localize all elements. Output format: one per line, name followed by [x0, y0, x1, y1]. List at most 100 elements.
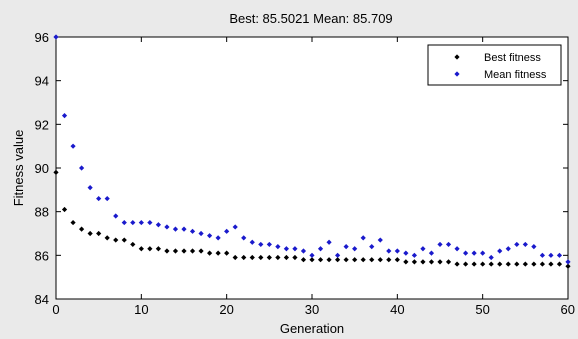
data-point [249, 254, 255, 261]
data-point [172, 226, 179, 232]
data-point [181, 226, 187, 232]
data-point [471, 250, 477, 256]
data-point [326, 257, 332, 263]
data-point [266, 241, 272, 248]
legend-marker-mean [454, 71, 460, 77]
chart-title: Best: 85.5021 Mean: 85.709 [229, 11, 392, 26]
data-point [420, 259, 426, 265]
data-point [505, 246, 511, 252]
data-point [207, 250, 213, 256]
y-tick-label: 94 [35, 74, 49, 89]
data-point [113, 237, 119, 243]
x-axis-label: Generation [280, 321, 344, 336]
x-tick-label: 0 [52, 302, 59, 317]
axis-ticks: 0 10 20 30 40 50 60 84 86 88 90 92 94 96 [35, 30, 575, 317]
legend: Best fitness Mean fitness [427, 44, 562, 86]
data-point [326, 239, 332, 245]
data-point [317, 246, 324, 252]
y-tick-label: 92 [35, 117, 49, 132]
data-point [514, 241, 520, 248]
data-point [352, 246, 358, 252]
data-point [471, 261, 477, 267]
data-point [79, 226, 85, 232]
data-point [343, 244, 349, 250]
data-point [224, 250, 230, 256]
data-point [70, 219, 76, 226]
legend-label-best: Best fitness [484, 52, 541, 64]
data-point [403, 250, 409, 256]
data-point [198, 248, 204, 254]
data-point [275, 254, 281, 261]
data-point [445, 241, 452, 248]
data-point [121, 237, 127, 243]
x-tick-label: 20 [219, 302, 233, 317]
data-point [283, 254, 289, 261]
data-point [394, 248, 400, 254]
data-point [249, 239, 255, 245]
data-point [437, 241, 443, 248]
data-point [505, 261, 511, 267]
data-point [360, 235, 366, 241]
y-tick-label: 90 [35, 161, 49, 176]
data-point [258, 254, 264, 261]
data-point [266, 254, 272, 261]
data-point [232, 224, 238, 230]
data-point [130, 219, 136, 226]
data-point [96, 195, 102, 202]
data-point [258, 241, 264, 248]
data-point [514, 261, 520, 267]
legend-box [427, 44, 562, 86]
data-point [411, 252, 417, 258]
data-point [61, 206, 68, 213]
data-point [497, 248, 503, 254]
data-point [428, 259, 435, 265]
data-point [317, 257, 324, 263]
legend-marker-best [454, 54, 460, 60]
data-point [352, 257, 358, 263]
data-point [437, 259, 443, 265]
data-point [454, 246, 460, 252]
x-tick-label: 40 [390, 302, 404, 317]
series-layer [53, 34, 571, 269]
data-point [565, 259, 571, 265]
data-point [275, 244, 281, 250]
data-point [104, 195, 110, 202]
data-point [292, 246, 298, 252]
data-point [96, 230, 102, 237]
x-tick-label: 50 [475, 302, 489, 317]
data-point [292, 254, 298, 261]
data-point [531, 261, 537, 267]
legend-label-mean: Mean fitness [484, 69, 547, 81]
data-point [172, 248, 179, 254]
data-point [445, 259, 452, 265]
data-point [463, 250, 469, 256]
data-point [309, 257, 315, 263]
data-point [87, 230, 93, 237]
data-point [79, 165, 85, 171]
data-point [522, 261, 528, 267]
data-point [121, 219, 127, 226]
data-point [215, 235, 221, 241]
data-point [181, 248, 187, 254]
data-point [556, 252, 563, 258]
data-point [283, 246, 289, 252]
data-point [488, 261, 494, 267]
data-point [155, 222, 161, 228]
data-point [207, 233, 213, 239]
data-point [130, 241, 136, 248]
y-tick-label: 84 [35, 292, 49, 307]
data-point [241, 235, 247, 241]
data-point [189, 248, 196, 254]
data-point [548, 261, 554, 267]
y-tick-label: 86 [35, 248, 49, 263]
data-point [335, 252, 341, 258]
data-point [53, 169, 59, 175]
data-point [488, 254, 494, 261]
series-mean-fitness [53, 34, 571, 265]
data-point [394, 257, 400, 263]
data-point [53, 34, 59, 40]
data-point [189, 228, 196, 234]
data-point [335, 257, 341, 263]
x-tick-label: 10 [134, 302, 148, 317]
data-point [548, 252, 554, 258]
